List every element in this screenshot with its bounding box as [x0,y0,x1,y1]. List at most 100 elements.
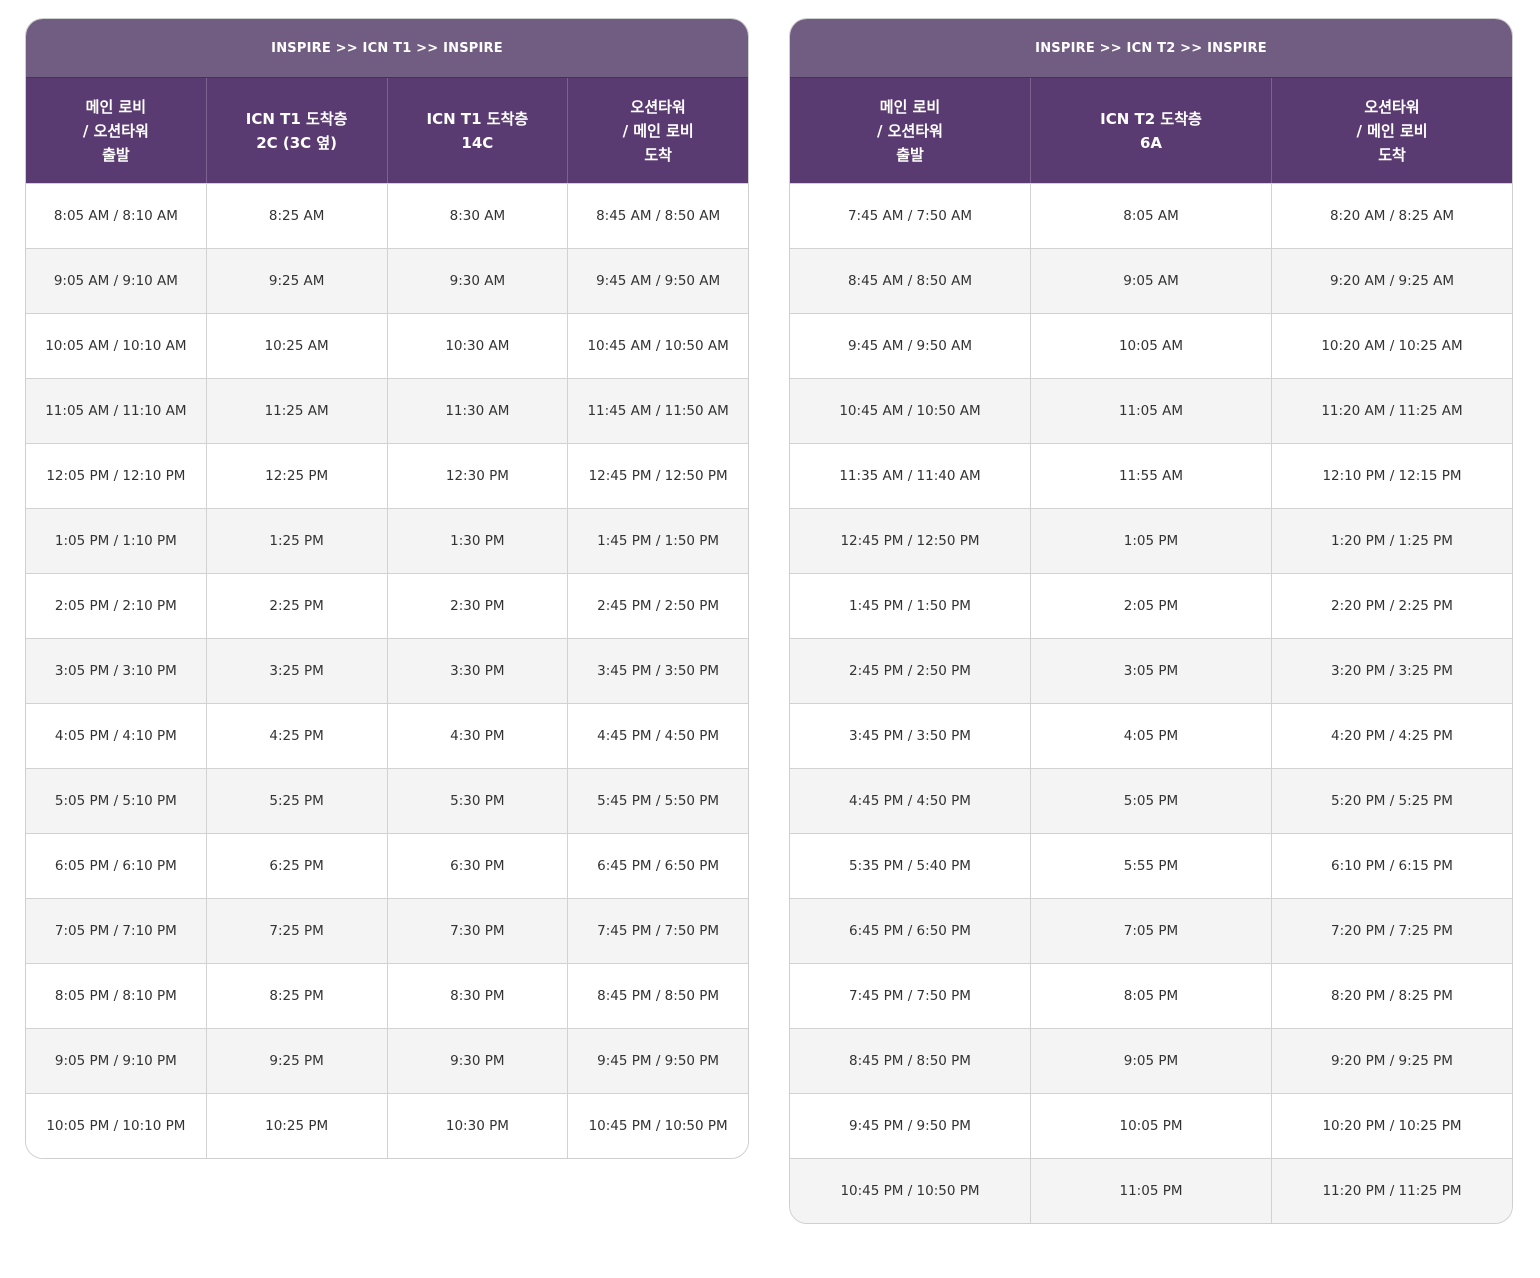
t1-table-cell: 3:45 PM / 3:50 PM [567,639,748,703]
t1-table-cell: 8:30 AM [386,184,568,248]
t1-table-cell: 4:25 PM [205,704,387,768]
t2-table-cell: 10:20 PM / 10:25 PM [1271,1094,1512,1158]
t2-table-row: 12:45 PM / 12:50 PM 1:05 PM 1:20 PM / 1:25… [790,508,1512,573]
t1-table-cell: 9:05 PM / 9:10 PM [54,1053,177,1069]
t2-table-cell: 11:20 PM / 11:25 PM [1271,1159,1512,1223]
t2-table-row: 1:45 PM / 1:50 PM 2:05 PM 2:20 PM / 2:25 P… [790,573,1512,638]
t1-table-cell: 3:25 PM [205,639,387,703]
t2-table-cell: 5:35 PM / 5:40 PM [849,858,971,874]
t1-table-cell: 8:30 PM [386,964,568,1028]
t1-table-row: 9:05 AM / 9:10 AM 9:25 AM 9:30 AM 9:45 AM /… [26,248,748,313]
t2-table-cell: 6:45 PM / 6:50 PM [849,923,971,939]
t2-table-row: 3:45 PM / 3:50 PM 4:05 PM 4:20 PM / 4:25 P… [790,703,1512,768]
t1-table-cell: 3:30 PM [386,639,568,703]
t2-table-cell: 3:45 PM / 3:50 PM [849,728,971,744]
t2-table-row: 11:35 AM / 11:40 AM 11:55 AM 12:10 PM / 12… [790,443,1512,508]
t2-table-row: 9:45 PM / 9:50 PM 10:05 PM 10:20 PM / 10:2… [790,1093,1512,1158]
t2-table-cell: 8:05 AM [1030,184,1271,248]
t2-table-cell: 11:20 AM / 11:25 AM [1271,379,1512,443]
t1-table-cell: 4:05 PM / 4:10 PM [54,728,177,744]
t2-column-header: ICN T2 도착층 6A [1030,78,1271,183]
t2-table-cell: 9:20 AM / 9:25 AM [1271,249,1512,313]
t1-table-cell: 1:25 PM [205,509,387,573]
t2-table-cell: 8:45 PM / 8:50 PM [849,1053,971,1069]
t1-table-cell: 12:25 PM [205,444,387,508]
t1-table-row: 12:05 PM / 12:10 PM 12:25 PM 12:30 PM 12:45… [26,443,748,508]
t1-column-header: ICN T1 도착층 14C [386,78,568,183]
t2-table-cell: 7:05 PM [1030,899,1271,963]
t2-table-cell: 5:05 PM [1030,769,1271,833]
t1-column-header: 오션타워 / 메인 로비 도착 [567,78,748,183]
t1-table-cell: 12:45 PM / 12:50 PM [567,444,748,508]
t1-column-header: ICN T1 도착층 2C (3C 옆) [205,78,387,183]
t2-table-cell: 12:45 PM / 12:50 PM [840,533,980,549]
t1-table-cell: 6:05 PM / 6:10 PM [54,858,177,874]
t1-table-cell: 7:30 PM [386,899,568,963]
t1-schedule-table: INSPIRE >> ICN T1 >> INSPIRE 메인 로비 / 오션타… [25,18,749,1159]
t1-table-cell: 1:05 PM / 1:10 PM [54,533,177,549]
t2-table-cell: 10:45 AM / 10:50 AM [839,403,981,419]
t2-table-cell: 10:05 AM [1030,314,1271,378]
t2-column-header: 메인 로비 / 오션타워 출발 [877,97,943,164]
t2-table-cell: 9:45 AM / 9:50 AM [847,338,973,354]
t2-table-row: 4:45 PM / 4:50 PM 5:05 PM 5:20 PM / 5:25 P… [790,768,1512,833]
t1-table-cell: 10:30 AM [386,314,568,378]
t2-table-row: 7:45 PM / 7:50 PM 8:05 PM 8:20 PM / 8:25 P… [790,963,1512,1028]
t1-table-cell: 5:05 PM / 5:10 PM [54,793,177,809]
t1-table-cell: 1:30 PM [386,509,568,573]
t2-table-cell: 4:05 PM [1030,704,1271,768]
t1-table-row: 8:05 AM / 8:10 AM 8:25 AM 8:30 AM 8:45 AM /… [26,183,748,248]
t2-table-cell: 11:35 AM / 11:40 AM [839,468,981,484]
t2-table-row: 10:45 AM / 10:50 AM 11:05 AM 11:20 AM / 11… [790,378,1512,443]
t1-table-cell: 8:45 AM / 8:50 AM [567,184,748,248]
t1-table-cell: 12:05 PM / 12:10 PM [46,468,186,484]
t2-table-cell: 11:05 PM [1030,1159,1271,1223]
t1-table-cell: 2:30 PM [386,574,568,638]
t1-table-cell: 1:45 PM / 1:50 PM [567,509,748,573]
t2-schedule-table: INSPIRE >> ICN T2 >> INSPIRE 메인 로비 / 오션타… [789,18,1513,1224]
t2-table-cell: 4:20 PM / 4:25 PM [1271,704,1512,768]
t2-table-cell: 4:45 PM / 4:50 PM [849,793,971,809]
t1-table-row: 11:05 AM / 11:10 AM 11:25 AM 11:30 AM 11:45… [26,378,748,443]
t2-table-cell: 2:45 PM / 2:50 PM [849,663,971,679]
t2-table-cell: 3:05 PM [1030,639,1271,703]
t1-table-cell: 8:25 PM [205,964,387,1028]
t1-table-cell: 10:05 AM / 10:10 AM [45,338,187,354]
t1-table-cell: 10:45 AM / 10:50 AM [567,314,748,378]
t2-table-cell: 5:55 PM [1030,834,1271,898]
t2-header-row: 메인 로비 / 오션타워 출발 ICN T2 도착층 6A 오션타워 / 메인 로비… [790,77,1512,183]
t1-table-cell: 11:05 AM / 11:10 AM [45,403,187,419]
t2-table-row: 8:45 PM / 8:50 PM 9:05 PM 9:20 PM / 9:25 P… [790,1028,1512,1093]
t1-table-row: 3:05 PM / 3:10 PM 3:25 PM 3:30 PM 3:45 PM /… [26,638,748,703]
t2-table-row: 6:45 PM / 6:50 PM 7:05 PM 7:20 PM / 7:25 P… [790,898,1512,963]
t2-table-cell: 10:45 PM / 10:50 PM [840,1183,980,1199]
t1-table-row: 6:05 PM / 6:10 PM 6:25 PM 6:30 PM 6:45 PM /… [26,833,748,898]
t2-table-cell: 8:20 AM / 8:25 AM [1271,184,1512,248]
t2-table-cell: 11:05 AM [1030,379,1271,443]
t2-table-cell: 12:10 PM / 12:15 PM [1271,444,1512,508]
t1-table-cell: 10:25 AM [205,314,387,378]
t1-table-cell: 8:05 AM / 8:10 AM [53,208,178,224]
t1-table-cell: 9:45 AM / 9:50 AM [567,249,748,313]
t1-table-row: 1:05 PM / 1:10 PM 1:25 PM 1:30 PM 1:45 PM /… [26,508,748,573]
t2-table-cell: 8:20 PM / 8:25 PM [1271,964,1512,1028]
t2-column-header: 오션타워 / 메인 로비 도착 [1271,78,1512,183]
t1-table-cell: 10:45 PM / 10:50 PM [567,1094,748,1158]
t1-table-cell: 6:30 PM [386,834,568,898]
t1-table-cell: 7:45 PM / 7:50 PM [567,899,748,963]
t2-table-cell: 5:20 PM / 5:25 PM [1271,769,1512,833]
t1-table-cell: 8:05 PM / 8:10 PM [54,988,177,1004]
t1-table-cell: 6:45 PM / 6:50 PM [567,834,748,898]
t2-table-row: 10:45 PM / 10:50 PM 11:05 PM 11:20 PM / 11… [790,1158,1512,1223]
t1-table-cell: 11:25 AM [205,379,387,443]
t1-table-row: 10:05 AM / 10:10 AM 10:25 AM 10:30 AM 10:45… [26,313,748,378]
t2-table-row: 8:45 AM / 8:50 AM 9:05 AM 9:20 AM / 9:25 A… [790,248,1512,313]
t1-table-cell: 6:25 PM [205,834,387,898]
t1-table-cell: 4:45 PM / 4:50 PM [567,704,748,768]
t1-route-title: INSPIRE >> ICN T1 >> INSPIRE [26,19,748,77]
t1-table-row: 7:05 PM / 7:10 PM 7:25 PM 7:30 PM 7:45 PM /… [26,898,748,963]
t2-table-cell: 8:05 PM [1030,964,1271,1028]
t1-table-cell: 8:25 AM [205,184,387,248]
t1-table-cell: 4:30 PM [386,704,568,768]
